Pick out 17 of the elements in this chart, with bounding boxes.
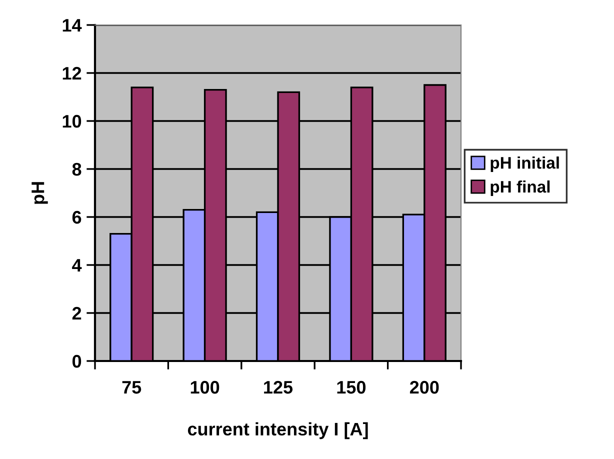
x-tick-label: 75 — [122, 381, 142, 394]
y-tick-label: 2 — [72, 306, 82, 320]
y-tick-label: 4 — [72, 259, 82, 272]
y-tick-label: 14 — [62, 19, 82, 32]
y-axis-title: pH — [32, 182, 48, 204]
x-tick-label: 100 — [190, 380, 220, 394]
y-tick-label: 8 — [72, 162, 82, 176]
x-tick-label: 125 — [264, 380, 293, 394]
x-tick-label: 200 — [410, 380, 439, 394]
y-tick-label: 10 — [62, 114, 82, 128]
legend-label: pH initial — [490, 156, 559, 172]
y-tick-label: 0 — [72, 354, 82, 368]
x-axis-title: current intensity I [A] — [188, 422, 368, 440]
y-tick-label: 6 — [72, 210, 82, 224]
legend-label: pH final — [490, 180, 550, 196]
x-tick-label: 150 — [337, 380, 366, 394]
y-tick-label: 12 — [62, 66, 82, 80]
